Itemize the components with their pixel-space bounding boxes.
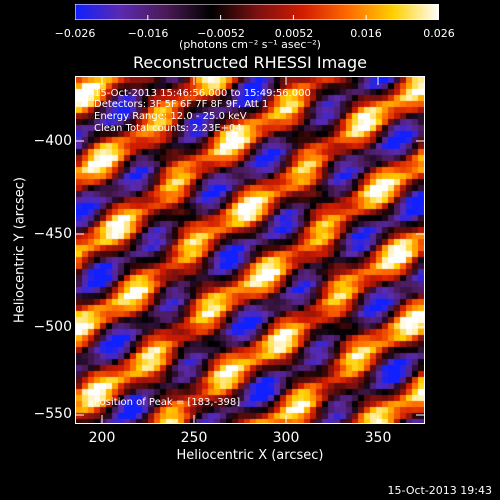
plot-frame	[75, 76, 425, 424]
y-axis-label: Heliocentric Y (arcsec)	[12, 177, 28, 323]
colorbar-tick: 0.026	[423, 27, 455, 40]
image-title: Reconstructed RHESSI Image	[133, 53, 367, 72]
clean-counts-text: Clean Total counts: 2.23E+04	[94, 123, 242, 134]
colorbar-tick: 0.0052	[274, 27, 314, 40]
detectors-text: Detectors: 3F 5F 6F 7F 8F 9F, Att 1	[94, 99, 269, 110]
colorbar-tick: −0.026	[54, 27, 96, 40]
x-tick-label: 300	[272, 430, 300, 446]
rhessi-image	[76, 77, 424, 423]
colorbar-tick: −0.0052	[197, 27, 245, 40]
colorbar-tick: 0.016	[350, 27, 382, 40]
timestamp-footer: 15-Oct-2013 19:43	[387, 484, 492, 497]
y-tick-label: −500	[33, 319, 72, 335]
x-tick-label: 200	[88, 430, 116, 446]
axis-ticks	[76, 77, 424, 423]
time-range-text: 15-Oct-2013 15:46:56.000 to 15:49:56.000	[94, 88, 311, 99]
colorbar	[75, 4, 439, 20]
colorbar-units: (photons cm⁻² s⁻¹ asec⁻²)	[179, 38, 321, 51]
energy-range-text: Energy Range: 12.0 - 25.0 keV	[94, 111, 247, 122]
y-tick-label: −550	[33, 406, 72, 422]
x-axis-label: Heliocentric X (arcsec)	[176, 448, 324, 463]
x-tick-label: 250	[180, 430, 208, 446]
y-tick-label: −450	[33, 226, 72, 242]
x-tick-label: 350	[364, 430, 392, 446]
colorbar-tick: −0.016	[127, 27, 169, 40]
y-tick-label: −400	[33, 133, 72, 149]
peak-position-text: Position of Peak = [183,-398]	[94, 397, 241, 408]
